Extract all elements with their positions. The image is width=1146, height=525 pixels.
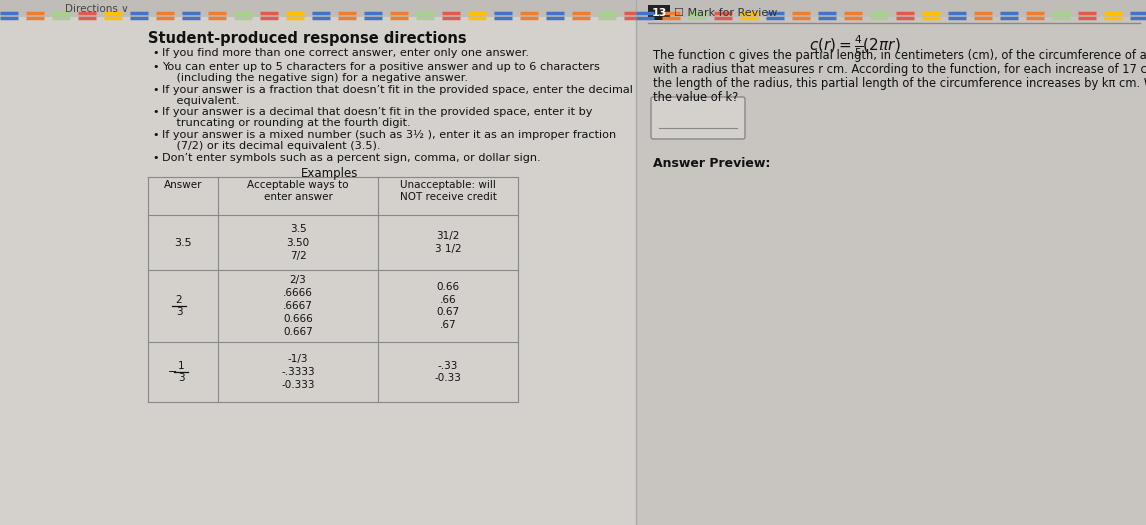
Text: Don’t enter symbols such as a percent sign, comma, or dollar sign.: Don’t enter symbols such as a percent si… [162, 153, 541, 163]
Text: Answer Preview:: Answer Preview: [653, 157, 770, 170]
Text: (7/2) or its decimal equivalent (3.5).: (7/2) or its decimal equivalent (3.5). [162, 141, 380, 151]
Text: Answer: Answer [164, 180, 202, 190]
Text: -.33
-0.33: -.33 -0.33 [434, 361, 462, 383]
Text: 3: 3 [175, 307, 182, 317]
Text: 1: 1 [178, 361, 185, 371]
Text: the value of k?: the value of k? [653, 91, 738, 104]
Text: 31/2
3 1/2: 31/2 3 1/2 [434, 231, 462, 254]
Text: with a radius that measures r cm. According to the function, for each increase o: with a radius that measures r cm. Accord… [653, 63, 1146, 76]
Text: •: • [152, 85, 158, 95]
Text: If your answer is a fraction that doesn’t fit in the provided space, enter the d: If your answer is a fraction that doesn’… [162, 85, 633, 95]
Text: 2: 2 [175, 295, 182, 305]
Text: Unacceptable: will
NOT receive credit: Unacceptable: will NOT receive credit [400, 180, 496, 203]
Text: Examples: Examples [301, 167, 359, 180]
Text: equivalent.: equivalent. [162, 96, 240, 106]
Text: 2/3
.6666
.6667
0.666
0.667: 2/3 .6666 .6667 0.666 0.667 [283, 276, 313, 337]
Text: •: • [152, 153, 158, 163]
Text: −: − [168, 367, 178, 377]
Text: 13: 13 [651, 7, 667, 17]
Text: •: • [152, 62, 158, 72]
Text: •: • [152, 107, 158, 117]
Text: truncating or rounding at the fourth digit.: truncating or rounding at the fourth dig… [162, 118, 410, 128]
Bar [647, 5, 670, 20]
Text: The function c gives the partial length, in centimeters (cm), of the circumferen: The function c gives the partial length,… [653, 49, 1146, 62]
Text: 3: 3 [178, 373, 185, 383]
Text: the length of the radius, this partial length of the circumference increases by : the length of the radius, this partial l… [653, 77, 1146, 90]
Text: ☐ Mark for Review: ☐ Mark for Review [674, 7, 777, 17]
Text: If your answer is a mixed number (such as 3½ ), enter it as an improper fraction: If your answer is a mixed number (such a… [162, 130, 617, 140]
Text: (including the negative sign) for a negative answer.: (including the negative sign) for a nega… [162, 73, 468, 83]
Text: •: • [152, 130, 158, 140]
Text: Student-produced response directions: Student-produced response directions [148, 31, 466, 46]
Text: Acceptable ways to
enter answer: Acceptable ways to enter answer [248, 180, 348, 203]
Text: 3.5: 3.5 [174, 237, 191, 247]
FancyBboxPatch shape [651, 97, 745, 139]
Bar [636, 0, 1146, 525]
Text: •: • [152, 48, 158, 58]
Bar [0, 0, 636, 525]
Text: Directions ∨: Directions ∨ [65, 4, 128, 14]
Text: 0.66
.66
0.67
.67: 0.66 .66 0.67 .67 [437, 282, 460, 330]
Text: If you find more than one correct answer, enter only one answer.: If you find more than one correct answer… [162, 48, 529, 58]
Text: 3.5
3.50
7/2: 3.5 3.50 7/2 [286, 224, 309, 261]
Text: You can enter up to 5 characters for a positive answer and up to 6 characters: You can enter up to 5 characters for a p… [162, 62, 599, 72]
Text: -1/3
-.3333
-0.333: -1/3 -.3333 -0.333 [281, 354, 315, 390]
Bar [0, 0, 1146, 17]
Text: $c(r) = \frac{4}{5}(2\pi r)$: $c(r) = \frac{4}{5}(2\pi r)$ [809, 33, 901, 59]
Text: If your answer is a decimal that doesn’t fit in the provided space, enter it by: If your answer is a decimal that doesn’t… [162, 107, 592, 117]
